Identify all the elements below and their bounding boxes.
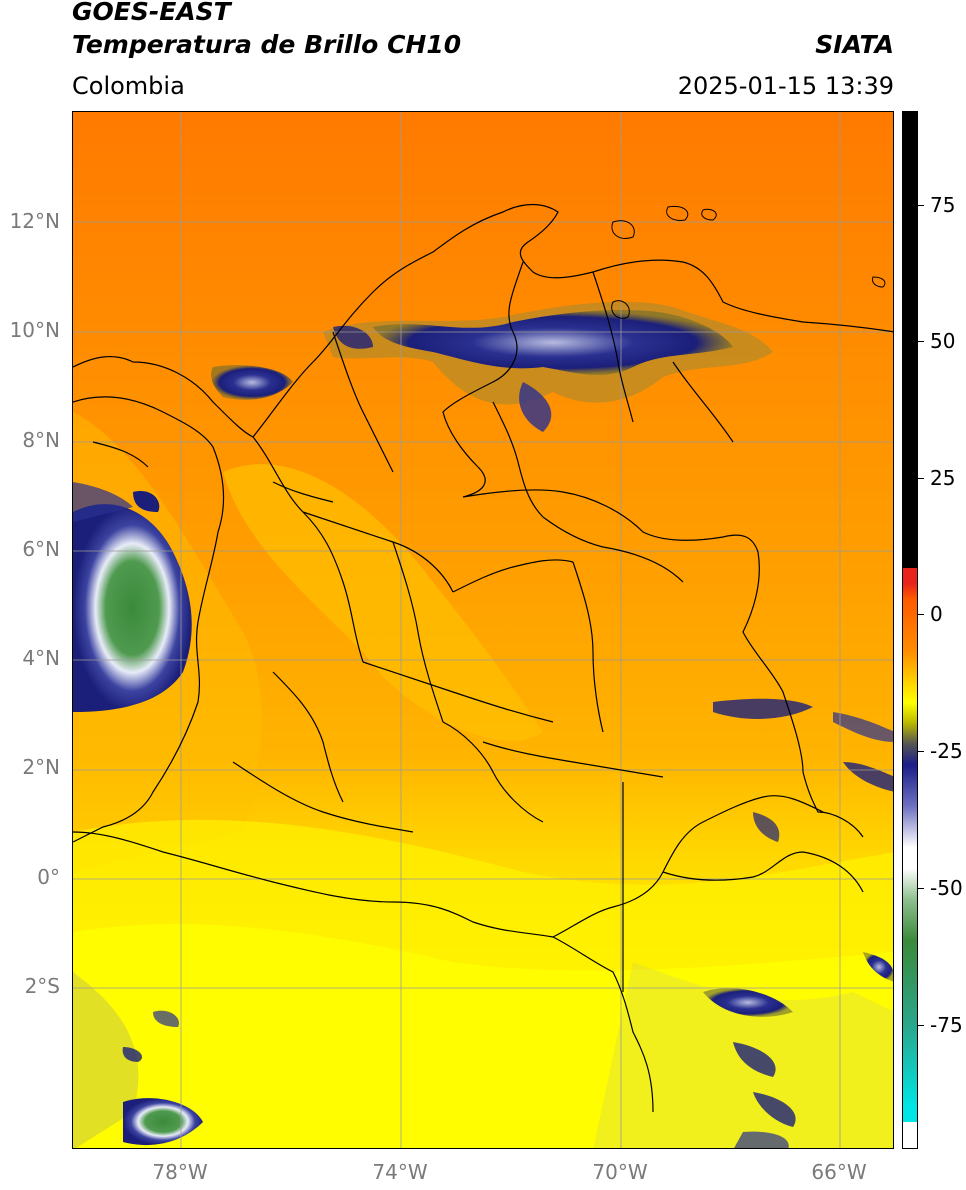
- colorbar-tick: 0: [930, 602, 943, 626]
- timestamp-label: 2025-01-15 13:39: [677, 72, 894, 100]
- lon-label: 70°W: [592, 1160, 648, 1184]
- lat-label: 6°N: [22, 537, 60, 561]
- andes-warm-patch: [223, 464, 543, 741]
- agency-label: SIATA: [815, 30, 894, 59]
- lat-label: 4°N: [22, 646, 60, 670]
- colorbar-tick: 75: [930, 193, 956, 217]
- region-label: Colombia: [72, 72, 185, 100]
- satellite-title: GOES-EAST: [72, 0, 231, 26]
- colorbar-tickmark: [918, 1025, 924, 1026]
- colorbar-tickmark: [918, 751, 924, 752]
- lon-label: 78°W: [152, 1160, 208, 1184]
- lat-label: 8°N: [22, 428, 60, 452]
- country-borders: [73, 203, 893, 1113]
- colorbar-tick: 25: [930, 466, 956, 490]
- colorbar-tick: -75: [930, 1013, 963, 1037]
- uraba-cloud: [211, 365, 293, 400]
- lat-label: 2°S: [24, 974, 60, 998]
- lat-label: 10°N: [9, 318, 60, 342]
- colorbar-tickmark: [918, 341, 924, 342]
- temperature-colorbar: [902, 111, 918, 1149]
- lat-label: 0°: [37, 865, 60, 889]
- lat-label: 12°N: [9, 209, 60, 233]
- caribbean-cloud-band: [373, 310, 733, 375]
- colorbar-tick: 50: [930, 329, 956, 353]
- lat-label: 2°N: [22, 755, 60, 779]
- amazon-cloud: [703, 988, 793, 1017]
- brightness-temperature-image: [73, 112, 893, 1148]
- lon-label: 74°W: [372, 1160, 428, 1184]
- lon-label: 66°W: [811, 1160, 867, 1184]
- colorbar-tickmark: [918, 614, 924, 615]
- ecuador-storm-cell: [123, 1098, 203, 1146]
- colorbar-tickmark: [918, 205, 924, 206]
- colorbar-tick: -25: [930, 739, 963, 763]
- satellite-map[interactable]: [72, 111, 894, 1149]
- colorbar-tickmark: [918, 478, 924, 479]
- colorbar-tick: -50: [930, 876, 963, 900]
- islands: [611, 205, 886, 319]
- product-title: Temperatura de Brillo CH10: [72, 30, 462, 59]
- colorbar-tickmark: [918, 888, 924, 889]
